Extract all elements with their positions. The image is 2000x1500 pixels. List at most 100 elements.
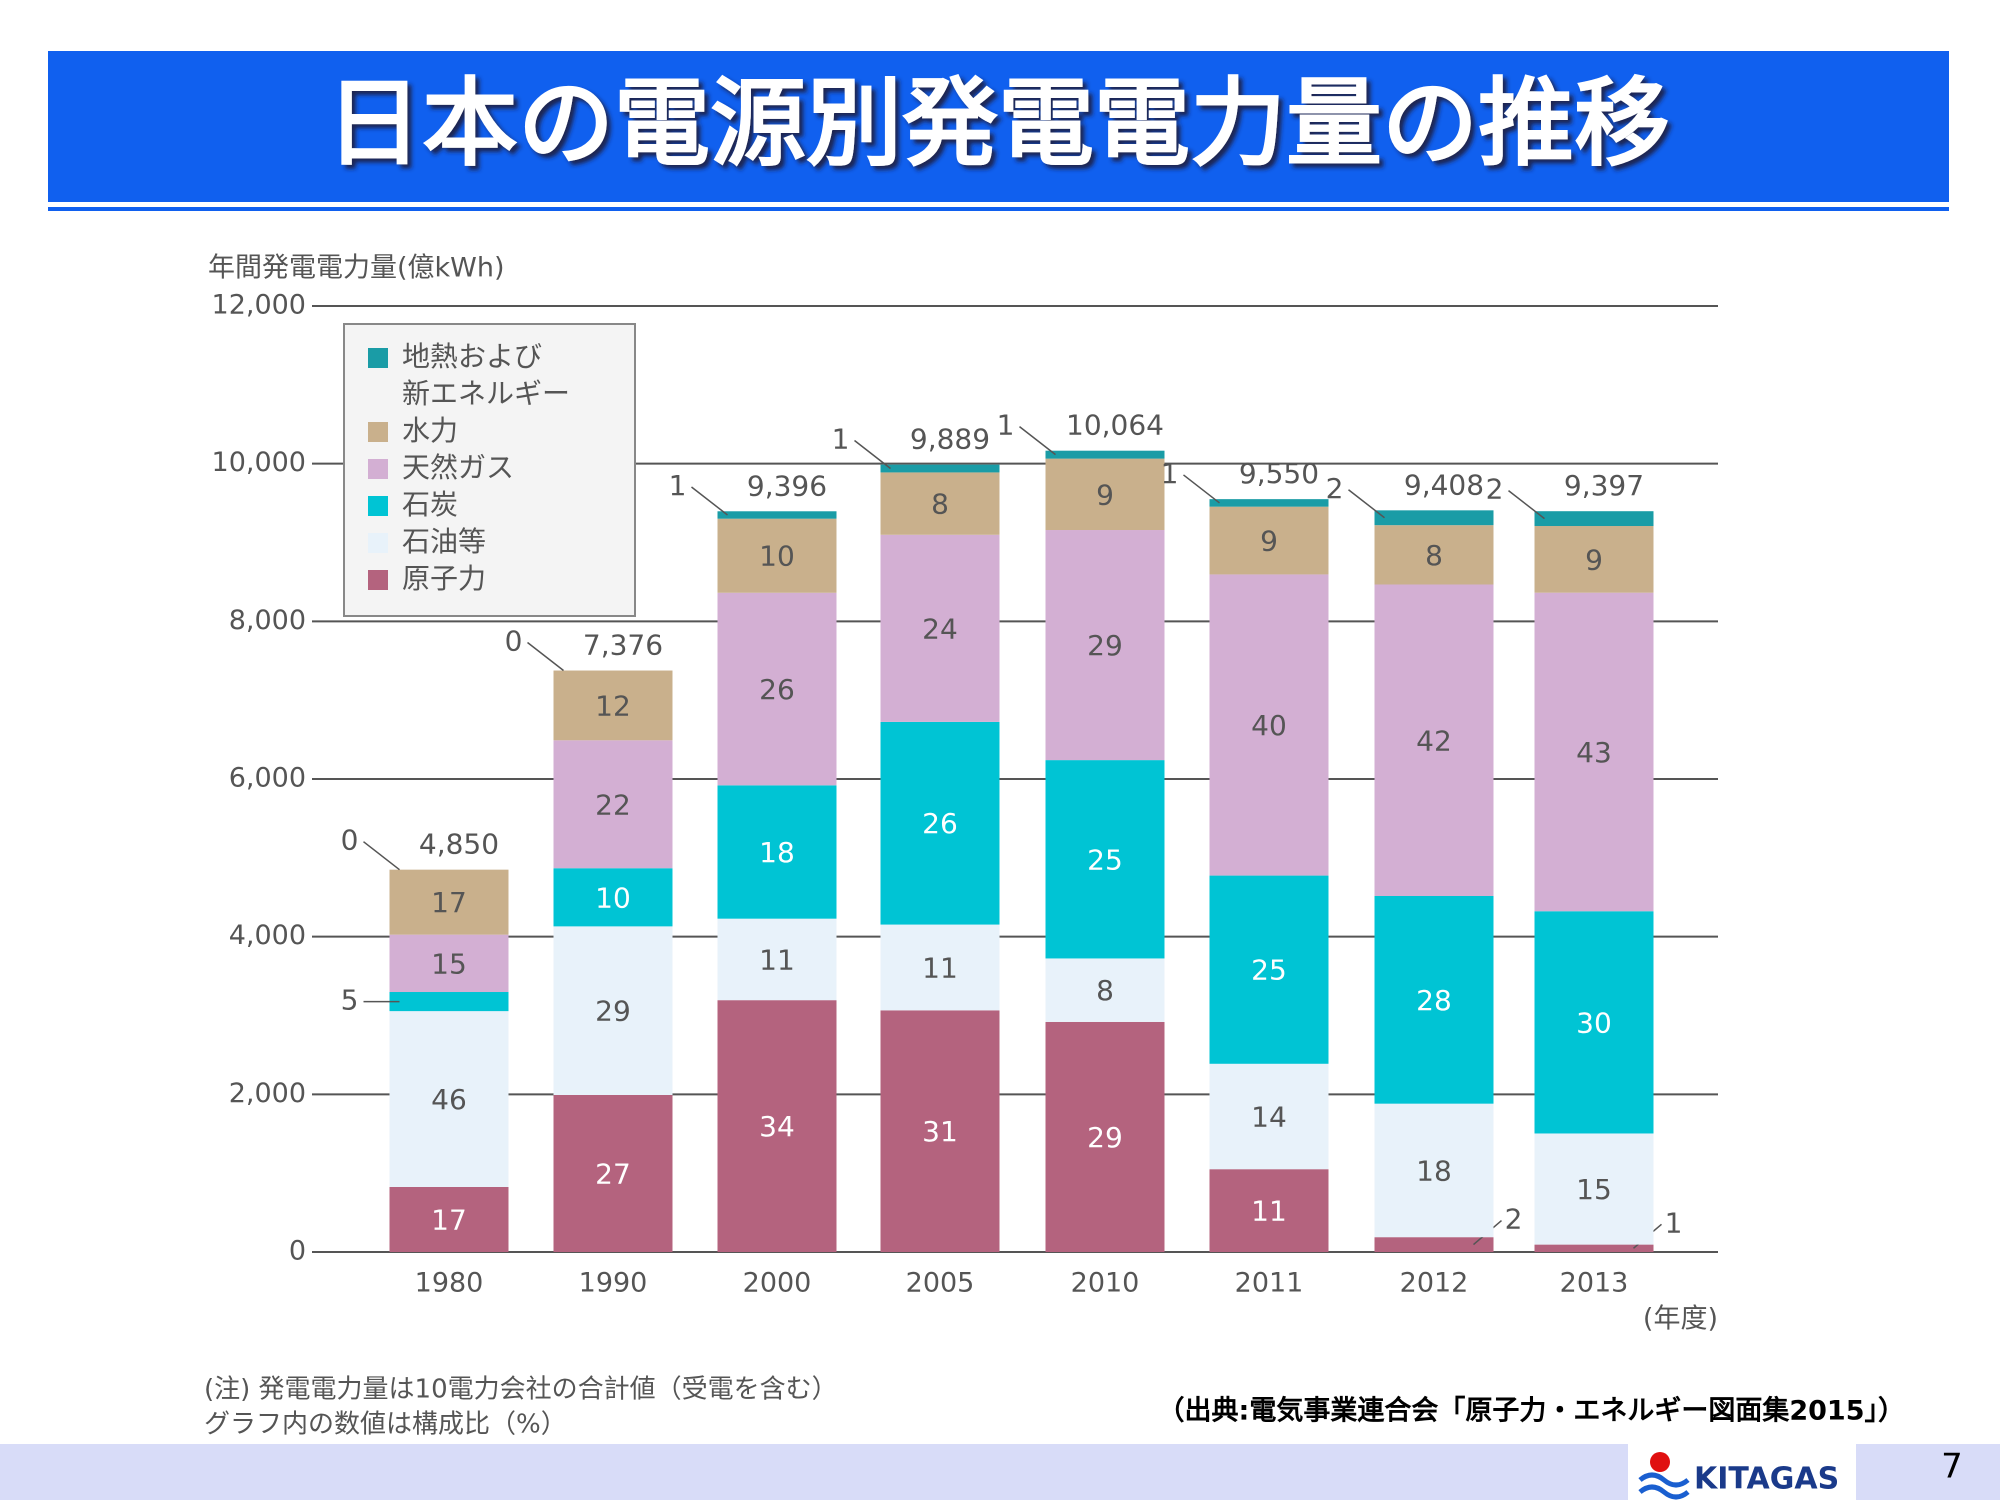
- y-tick-label: 8,000: [229, 605, 306, 636]
- segment-label: 1: [1161, 457, 1179, 490]
- note: グラフ内の数値は構成比（%）: [204, 1410, 567, 1440]
- segment-label: 42: [1416, 724, 1452, 757]
- bar-segment: [1209, 574, 1329, 876]
- segment-label: 18: [1416, 1154, 1452, 1187]
- segment-label: 46: [431, 1083, 467, 1116]
- legend-swatch: [368, 496, 388, 516]
- segment-label: 9: [1260, 525, 1278, 558]
- bar-segment: [1374, 896, 1494, 1104]
- bar-segment: [1045, 958, 1165, 1022]
- segment-label: 8: [931, 488, 949, 521]
- segment-label: 17: [431, 886, 467, 919]
- x-tick-label: 2012: [1400, 1268, 1469, 1299]
- bar-segment: [880, 924, 1000, 1011]
- segment-label: 11: [922, 951, 958, 984]
- bar-segment: [1045, 450, 1165, 459]
- bar-segment: [1209, 1169, 1329, 1252]
- segment-label: 8: [1425, 539, 1443, 572]
- bar-segment: [1534, 1133, 1654, 1245]
- segment-label: 17: [431, 1204, 467, 1237]
- leader-line: [1508, 490, 1545, 520]
- bar-segment: [553, 1095, 673, 1252]
- segment-label: 8: [1096, 974, 1114, 1007]
- segment-label: 15: [431, 947, 467, 980]
- leader-line: [527, 641, 564, 672]
- bar-segment: [1534, 1244, 1654, 1252]
- segment-label: 1: [832, 423, 850, 456]
- bar-segment: [1045, 1021, 1165, 1252]
- bar-segment: [389, 1011, 509, 1188]
- segment-label: 0: [341, 824, 359, 857]
- bar-segment: [389, 1187, 509, 1252]
- legend-label: 石油等: [402, 525, 486, 558]
- total-label: 9,396: [747, 469, 827, 502]
- y-axis-title: 年間発電電力量(億kWh): [208, 253, 505, 284]
- bar-segment: [553, 740, 673, 869]
- leader-line: [854, 439, 891, 470]
- legend-swatch: [368, 348, 388, 368]
- total-label: 10,064: [1066, 409, 1164, 442]
- bar-segment: [553, 670, 673, 741]
- segment-label: 0: [505, 625, 523, 658]
- segment-label: 29: [595, 995, 631, 1028]
- x-tick-label: 2013: [1560, 1268, 1629, 1299]
- segment-label: 9: [1585, 543, 1603, 576]
- bar-segment: [1374, 525, 1494, 585]
- bar-segment: [1374, 584, 1494, 897]
- bar-segment: [1209, 875, 1329, 1064]
- bar-segment: [717, 592, 837, 786]
- segment-label: 25: [1251, 954, 1287, 987]
- bar-segment: [553, 926, 673, 1096]
- segment-label: 2: [1326, 472, 1344, 505]
- note: (注) 発電電力量は10電力会社の合計値（受電を含む）: [204, 1375, 838, 1405]
- bar-segment: [389, 992, 509, 1012]
- y-tick-label: 0: [289, 1236, 306, 1267]
- page-number: 7: [1941, 1447, 1963, 1487]
- logo-icon: [1638, 1472, 1690, 1500]
- total-label: 9,550: [1239, 457, 1319, 490]
- segment-label: 28: [1416, 984, 1452, 1017]
- segment-label: 12: [595, 689, 631, 722]
- bar-segment: [880, 1010, 1000, 1252]
- segment-label: 11: [759, 943, 795, 976]
- y-tick-label: 10,000: [212, 447, 306, 478]
- segment-label: 2: [1505, 1203, 1523, 1236]
- segment-label: 30: [1576, 1006, 1612, 1039]
- leader-line: [691, 486, 728, 516]
- bar-segment: [880, 472, 1000, 535]
- x-tick-label: 2000: [743, 1268, 812, 1299]
- bar-segment: [717, 918, 837, 1001]
- total-label: 4,850: [419, 828, 499, 861]
- total-label: 9,397: [1564, 469, 1644, 502]
- bar-segment: [1374, 1103, 1494, 1238]
- bar-segment: [717, 1000, 837, 1252]
- total-label: 9,408: [1404, 468, 1484, 501]
- bar-segment: [1374, 510, 1494, 526]
- total-label: 9,889: [910, 423, 990, 456]
- segment-label: 14: [1251, 1100, 1287, 1133]
- segment-label: 15: [1576, 1173, 1612, 1206]
- logo-icon: [1650, 1452, 1670, 1472]
- segment-label: 11: [1251, 1195, 1287, 1228]
- segment-label: 9: [1096, 478, 1114, 511]
- legend-swatch: [368, 459, 388, 479]
- title-bar: [48, 51, 1949, 202]
- segment-label: 40: [1251, 709, 1287, 742]
- bar-segment: [1045, 760, 1165, 959]
- segment-label: 26: [759, 673, 795, 706]
- bar-segment: [1209, 506, 1329, 575]
- y-tick-label: 12,000: [212, 290, 306, 321]
- bar-segment: [1534, 526, 1654, 593]
- bar-segment: [717, 785, 837, 919]
- slide-title: 日本の電源別発電電力量の推移: [326, 67, 1670, 179]
- segment-label: 29: [1087, 1121, 1123, 1154]
- source: （出典:電気事業連合会「原子力・エネルギー図面集2015」）: [1158, 1395, 1905, 1427]
- legend-label: 地熱および新エネルギー: [402, 340, 570, 410]
- segment-label: 10: [759, 540, 795, 573]
- bar-segment: [1045, 530, 1165, 761]
- segment-label: 1: [997, 409, 1015, 442]
- bar-segment: [553, 868, 673, 927]
- legend-swatch: [368, 422, 388, 442]
- leader-line: [1348, 489, 1385, 519]
